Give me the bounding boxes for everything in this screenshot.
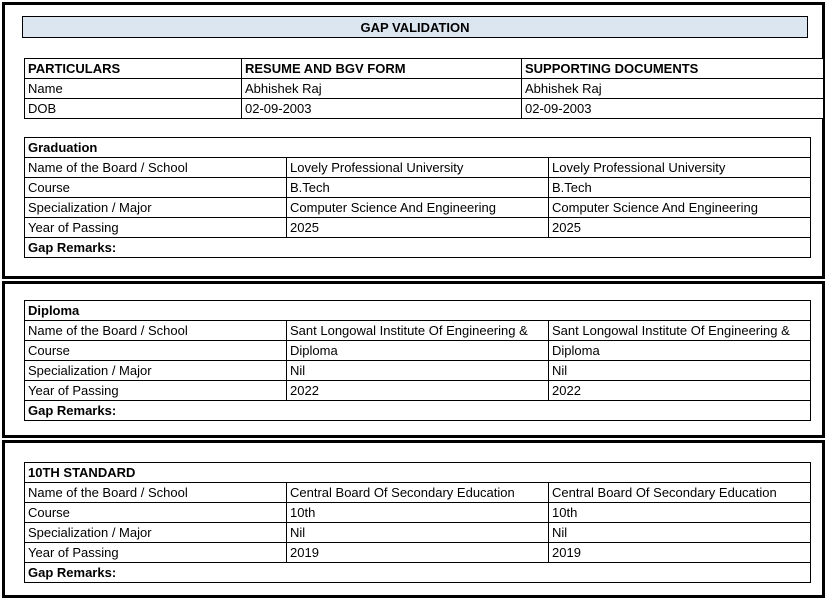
- gap-remarks-label: Gap Remarks:: [24, 562, 811, 583]
- course-supporting-value: Diploma: [548, 340, 811, 361]
- board-supporting-value: Sant Longowal Institute Of Engineering &: [548, 320, 811, 341]
- board-supporting-value: Central Board Of Secondary Education: [548, 482, 811, 503]
- gap-remarks-label: Gap Remarks:: [24, 237, 811, 258]
- course-resume-value: B.Tech: [286, 177, 549, 198]
- row-label-year-of-passing: Year of Passing: [24, 542, 287, 563]
- section-heading-row: Graduation: [24, 137, 811, 158]
- specialization-supporting-value: Computer Science And Engineering: [548, 197, 811, 218]
- gap-remarks-row: Gap Remarks:: [24, 237, 811, 258]
- course-resume-value: 10th: [286, 502, 549, 523]
- table-row: Name of the Board / School Lovely Profes…: [24, 157, 811, 178]
- row-label-course: Course: [24, 502, 287, 523]
- table-row: Course Diploma Diploma: [24, 340, 811, 361]
- row-label-course: Course: [24, 177, 287, 198]
- table-row: Course 10th 10th: [24, 502, 811, 523]
- specialization-resume-value: Computer Science And Engineering: [286, 197, 549, 218]
- header-supporting-docs: SUPPORTING DOCUMENTS: [521, 58, 824, 79]
- page-block-3: 10TH STANDARD Name of the Board / School…: [2, 440, 825, 598]
- year-resume-value: 2019: [286, 542, 549, 563]
- row-label-name: Name: [24, 78, 242, 99]
- year-supporting-value: 2019: [548, 542, 811, 563]
- row-label-specialization: Specialization / Major: [24, 360, 287, 381]
- name-supporting-value: Abhishek Raj: [521, 78, 824, 99]
- diploma-section-table: Diploma Name of the Board / School Sant …: [24, 300, 811, 421]
- row-label-specialization: Specialization / Major: [24, 197, 287, 218]
- row-label-board-school: Name of the Board / School: [24, 482, 287, 503]
- year-resume-value: 2022: [286, 380, 549, 401]
- header-particulars: PARTICULARS: [24, 58, 242, 79]
- specialization-supporting-value: Nil: [548, 360, 811, 381]
- row-label-board-school: Name of the Board / School: [24, 320, 287, 341]
- page-title: GAP VALIDATION: [22, 16, 808, 38]
- table-row: Course B.Tech B.Tech: [24, 177, 811, 198]
- row-label-year-of-passing: Year of Passing: [24, 380, 287, 401]
- dob-resume-value: 02-09-2003: [241, 98, 522, 119]
- name-resume-value: Abhishek Raj: [241, 78, 522, 99]
- header-resume-bgv: RESUME AND BGV FORM: [241, 58, 522, 79]
- row-label-specialization: Specialization / Major: [24, 522, 287, 543]
- year-supporting-value: 2025: [548, 217, 811, 238]
- table-row: Name of the Board / School Central Board…: [24, 482, 811, 503]
- section-heading-row: Diploma: [24, 300, 811, 321]
- table-row: Year of Passing 2025 2025: [24, 217, 811, 238]
- table-row: Specialization / Major Nil Nil: [24, 522, 811, 543]
- specialization-supporting-value: Nil: [548, 522, 811, 543]
- table-row: Year of Passing 2022 2022: [24, 380, 811, 401]
- table-row: Name of the Board / School Sant Longowal…: [24, 320, 811, 341]
- section-heading-diploma: Diploma: [24, 300, 811, 321]
- graduation-section-table: Graduation Name of the Board / School Lo…: [24, 137, 811, 258]
- course-supporting-value: B.Tech: [548, 177, 811, 198]
- page-block-2: Diploma Name of the Board / School Sant …: [2, 281, 825, 438]
- section-heading-10th-standard: 10TH STANDARD: [24, 462, 811, 483]
- year-resume-value: 2025: [286, 217, 549, 238]
- page-block-1: GAP VALIDATION PARTICULARS RESUME AND BG…: [2, 2, 825, 279]
- table-row: Name Abhishek Raj Abhishek Raj: [24, 78, 824, 99]
- table-row: DOB 02-09-2003 02-09-2003: [24, 98, 824, 119]
- section-heading-row: 10TH STANDARD: [24, 462, 811, 483]
- particulars-table: PARTICULARS RESUME AND BGV FORM SUPPORTI…: [24, 58, 824, 119]
- table-row: Specialization / Major Nil Nil: [24, 360, 811, 381]
- year-supporting-value: 2022: [548, 380, 811, 401]
- gap-remarks-row: Gap Remarks:: [24, 400, 811, 421]
- table-row: Year of Passing 2019 2019: [24, 542, 811, 563]
- board-resume-value: Sant Longowal Institute Of Engineering &: [286, 320, 549, 341]
- dob-supporting-value: 02-09-2003: [521, 98, 824, 119]
- row-label-board-school: Name of the Board / School: [24, 157, 287, 178]
- tenth-standard-section-table: 10TH STANDARD Name of the Board / School…: [24, 462, 811, 583]
- board-resume-value: Central Board Of Secondary Education: [286, 482, 549, 503]
- table-row: Specialization / Major Computer Science …: [24, 197, 811, 218]
- board-supporting-value: Lovely Professional University: [548, 157, 811, 178]
- course-supporting-value: 10th: [548, 502, 811, 523]
- board-resume-value: Lovely Professional University: [286, 157, 549, 178]
- row-label-course: Course: [24, 340, 287, 361]
- specialization-resume-value: Nil: [286, 522, 549, 543]
- course-resume-value: Diploma: [286, 340, 549, 361]
- gap-remarks-label: Gap Remarks:: [24, 400, 811, 421]
- row-label-year-of-passing: Year of Passing: [24, 217, 287, 238]
- gap-remarks-row: Gap Remarks:: [24, 562, 811, 583]
- table-header-row: PARTICULARS RESUME AND BGV FORM SUPPORTI…: [24, 58, 824, 79]
- row-label-dob: DOB: [24, 98, 242, 119]
- section-heading-graduation: Graduation: [24, 137, 811, 158]
- specialization-resume-value: Nil: [286, 360, 549, 381]
